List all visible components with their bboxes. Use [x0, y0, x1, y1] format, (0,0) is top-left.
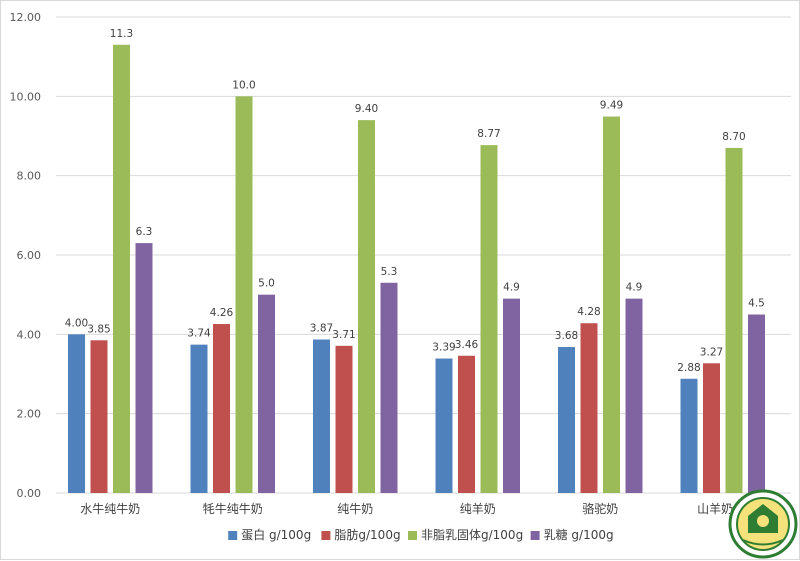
- data-label: 3.85: [87, 323, 110, 335]
- data-label: 3.39: [432, 342, 455, 354]
- data-label: 5.0: [258, 278, 275, 290]
- seal-ribbon-icon: [742, 539, 784, 546]
- data-label: 4.28: [577, 306, 600, 318]
- data-label: 6.3: [136, 226, 153, 238]
- legend-label: 非脂乳固体g/100g: [421, 527, 523, 542]
- data-label: 3.87: [310, 322, 333, 334]
- category-label: 牦牛纯牛奶: [203, 501, 263, 516]
- legend-label: 蛋白 g/100g: [241, 527, 311, 542]
- bar: [135, 243, 153, 493]
- y-tick-label: 4.00: [17, 328, 42, 341]
- bar: [503, 298, 520, 493]
- data-label: 4.5: [748, 298, 765, 310]
- data-label: 8.77: [477, 128, 500, 140]
- data-label: 4.9: [503, 282, 520, 294]
- bar: [235, 96, 253, 493]
- y-tick-label: 2.00: [17, 408, 42, 421]
- bar: [458, 355, 475, 493]
- data-label: 10.0: [232, 79, 255, 91]
- legend-swatch: [530, 531, 540, 540]
- legend-swatch: [321, 531, 331, 540]
- bar: [725, 147, 743, 493]
- bar: [90, 340, 108, 493]
- legend: 蛋白 g/100g 脂肪g/100g 非脂乳固体g/100g 乳糖 g/100g: [228, 527, 614, 542]
- legend-swatch: [228, 531, 238, 540]
- data-label: 8.70: [722, 131, 745, 143]
- bar: [580, 323, 598, 493]
- bar: [680, 378, 698, 493]
- data-label: 4.9: [626, 282, 643, 294]
- logo-seal: [728, 489, 798, 559]
- bar: [113, 44, 130, 494]
- bar: [558, 347, 575, 493]
- data-label: 3.46: [455, 339, 479, 351]
- data-label: 3.68: [555, 330, 578, 342]
- bar: [258, 294, 275, 493]
- data-label: 2.88: [677, 362, 700, 374]
- legend-swatch: [408, 531, 417, 540]
- y-tick-label: 6.00: [17, 249, 42, 262]
- legend-label: 脂肪g/100g: [334, 527, 400, 542]
- bar: [335, 345, 353, 493]
- bar: [68, 334, 85, 493]
- bar: [358, 120, 375, 493]
- category-label: 纯羊奶: [460, 501, 496, 516]
- bar: [190, 344, 208, 493]
- y-tick-label: 8.00: [17, 170, 42, 183]
- data-label: 9.49: [600, 100, 623, 112]
- bar: [213, 324, 230, 493]
- bar: [480, 145, 498, 493]
- bar: [625, 298, 643, 493]
- data-label: 9.40: [355, 103, 378, 115]
- bar: [380, 282, 398, 493]
- y-tick-label: 12.00: [10, 11, 42, 24]
- grid-layer: [56, 16, 791, 494]
- data-label: 11.3: [110, 28, 133, 40]
- bar: [435, 358, 453, 493]
- bar: [703, 363, 720, 493]
- y-tick-label: 0.00: [17, 487, 42, 500]
- data-label: 5.3: [381, 266, 398, 278]
- data-label: 3.71: [332, 329, 355, 341]
- category-label: 水牛纯牛奶: [80, 501, 140, 516]
- bar-layer: [68, 44, 765, 494]
- y-tick-label: 10.00: [10, 90, 42, 103]
- seal-center-dot: [757, 515, 769, 527]
- bar: [313, 339, 330, 493]
- data-label: 4.26: [210, 307, 234, 319]
- legend-label: 乳糖 g/100g: [544, 527, 614, 542]
- bar: [748, 314, 765, 493]
- data-label: 3.27: [700, 346, 723, 358]
- category-label: 纯牛奶: [337, 501, 373, 516]
- data-label: 4.00: [65, 317, 88, 329]
- category-label: 骆驼奶: [582, 501, 618, 516]
- data-label: 3.74: [187, 328, 211, 340]
- bar: [603, 116, 620, 494]
